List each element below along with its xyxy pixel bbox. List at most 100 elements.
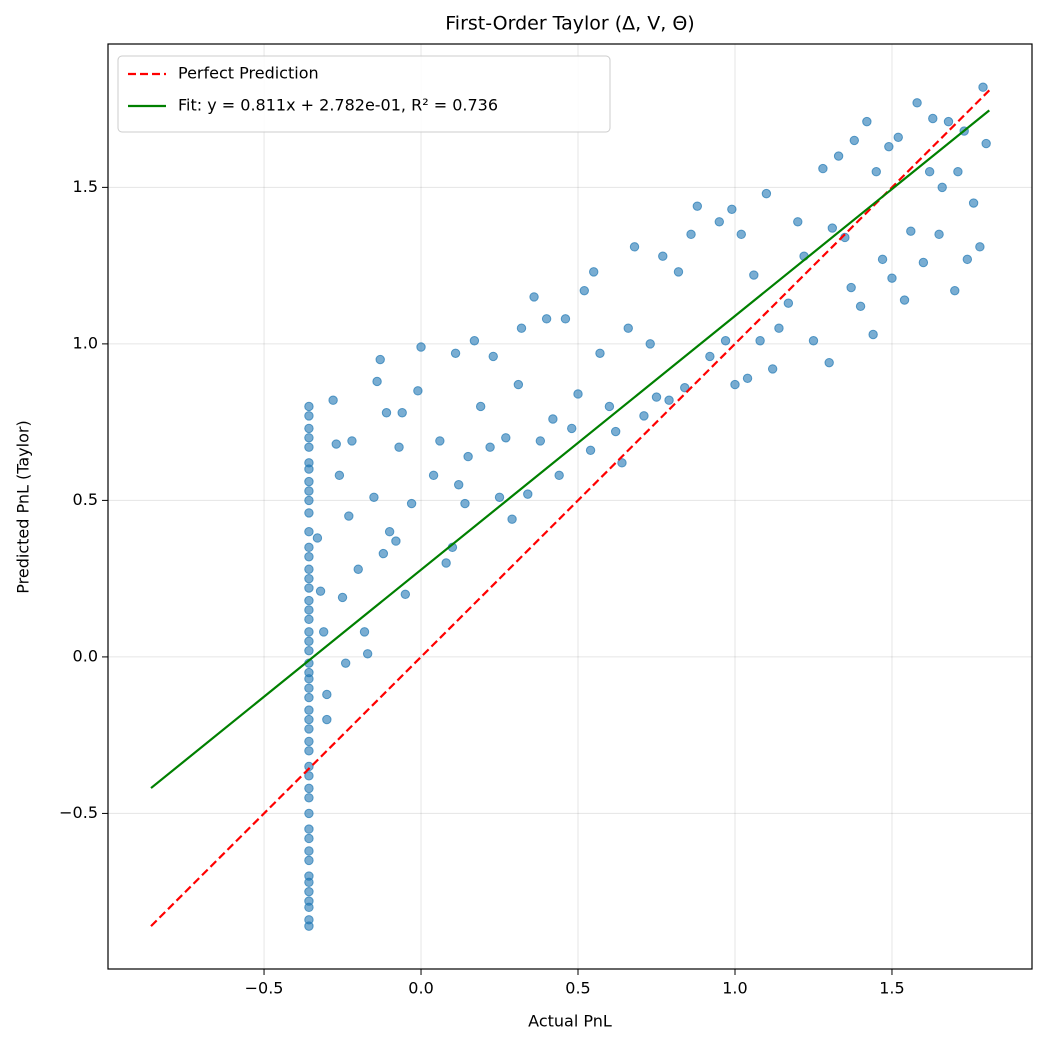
point — [680, 383, 690, 393]
point — [664, 395, 674, 405]
point — [334, 470, 345, 481]
point — [347, 436, 357, 446]
point — [658, 251, 668, 261]
point — [304, 564, 314, 574]
x-tick-label: 1.5 — [879, 979, 904, 998]
point — [304, 692, 314, 703]
point — [304, 442, 314, 452]
point — [755, 336, 765, 346]
point — [962, 254, 973, 265]
plot-frame — [107, 43, 1033, 970]
y-tick-label: 0.5 — [73, 490, 98, 509]
point — [912, 98, 922, 108]
point — [623, 323, 633, 333]
point — [968, 198, 979, 208]
point — [391, 536, 401, 546]
point — [981, 138, 991, 149]
point — [359, 627, 370, 637]
point — [686, 229, 696, 240]
point — [651, 392, 662, 402]
point — [344, 511, 354, 521]
chart-title: First-Order Taylor (Δ, V, Θ) — [445, 13, 694, 35]
y-tick-label: 1.5 — [73, 177, 98, 196]
point — [749, 270, 759, 280]
point — [567, 423, 577, 434]
point — [673, 267, 684, 277]
point — [937, 182, 947, 193]
point — [340, 658, 351, 668]
point — [304, 736, 314, 747]
point — [315, 586, 326, 596]
legend-label: Perfect Prediction — [178, 64, 319, 83]
point — [639, 411, 649, 421]
point — [871, 167, 881, 177]
x-tick-label: 1.0 — [722, 979, 747, 998]
y-tick-label: 1.0 — [73, 333, 98, 352]
legend-label: Fit: y = 0.811x + 2.782e-01, R² = 0.736 — [178, 96, 498, 115]
point — [304, 552, 314, 562]
point — [975, 242, 985, 252]
point — [304, 915, 314, 925]
point — [397, 408, 407, 418]
point — [727, 204, 737, 214]
point — [304, 667, 314, 678]
point — [304, 761, 314, 772]
point — [541, 314, 552, 324]
point — [304, 793, 314, 803]
legend — [117, 55, 611, 133]
point — [304, 808, 314, 819]
point — [862, 116, 872, 127]
point — [720, 336, 731, 346]
point — [304, 824, 314, 834]
point — [730, 379, 740, 390]
point — [304, 605, 314, 615]
point — [469, 336, 480, 346]
point — [304, 833, 314, 844]
point — [304, 401, 314, 412]
point — [353, 564, 363, 574]
point — [846, 282, 856, 293]
point — [855, 301, 866, 312]
point — [824, 357, 834, 368]
point — [304, 583, 314, 593]
x-tick-label: 0.5 — [565, 979, 590, 998]
point — [463, 451, 473, 462]
point — [833, 151, 844, 161]
point — [589, 267, 599, 277]
point — [928, 113, 938, 124]
point — [337, 592, 348, 603]
point — [774, 323, 784, 333]
point — [304, 645, 314, 656]
series-line — [150, 89, 991, 927]
point — [523, 489, 533, 499]
point — [304, 458, 314, 468]
series-line — [150, 109, 990, 789]
point — [877, 254, 888, 265]
point — [645, 339, 655, 349]
point — [950, 285, 960, 296]
point — [507, 514, 517, 524]
point — [304, 724, 314, 734]
point — [924, 167, 935, 177]
point — [953, 167, 963, 177]
point — [783, 298, 794, 308]
y-tick-label: −0.5 — [59, 803, 98, 822]
point — [450, 348, 461, 358]
y-tick-label: 0.0 — [73, 646, 98, 665]
point — [494, 492, 505, 502]
point — [304, 508, 314, 518]
point — [529, 292, 539, 302]
point — [381, 408, 392, 418]
point — [304, 771, 314, 781]
point — [893, 132, 903, 142]
point — [548, 414, 558, 424]
point — [617, 458, 627, 468]
point — [827, 223, 838, 233]
point — [304, 714, 314, 725]
point — [304, 783, 314, 794]
point — [304, 476, 314, 487]
point — [304, 411, 314, 421]
point — [304, 433, 314, 443]
point — [304, 595, 314, 606]
point — [595, 348, 605, 358]
